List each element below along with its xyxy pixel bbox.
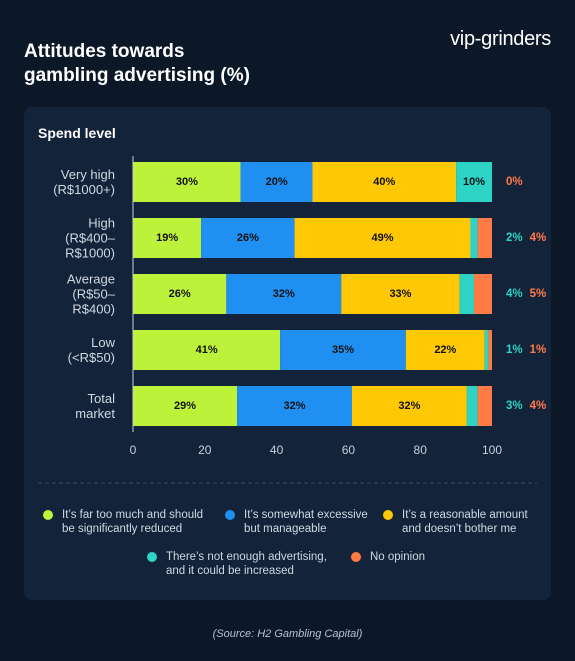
- bar-segment: [484, 330, 489, 370]
- bar-label: 32%: [284, 400, 306, 412]
- outside-label: 5%: [530, 288, 547, 300]
- bar-segment: [405, 330, 485, 370]
- bar-segment: [312, 162, 457, 202]
- bar-label: 26%: [169, 288, 191, 300]
- bar-segment: [456, 162, 492, 202]
- outside-label: 1%: [530, 344, 547, 356]
- legend-label: It’s a reasonable amount and doesn’t bot…: [402, 509, 528, 535]
- x-tick-label: 0: [130, 443, 137, 457]
- bar-segment: [280, 330, 406, 370]
- x-tick-label: 80: [414, 443, 428, 457]
- bar-label: 32%: [398, 400, 420, 412]
- x-tick-label: 100: [482, 443, 502, 457]
- legend-marker: [147, 552, 157, 562]
- category-label: Average (R$50– R$400): [66, 271, 115, 317]
- x-tick-label: 40: [270, 443, 284, 457]
- outside-label: 4%: [506, 288, 523, 300]
- bar-segment: [459, 274, 475, 314]
- outside-label: 1%: [506, 344, 523, 356]
- bar-segment: [470, 218, 478, 258]
- bar-label: 30%: [176, 176, 198, 188]
- bar-segment: [133, 386, 238, 426]
- bar-segment: [133, 330, 281, 370]
- bar-label: 10%: [463, 176, 485, 188]
- bar-segment: [133, 162, 241, 202]
- legend-marker: [225, 510, 235, 520]
- bar-segment: [294, 218, 471, 258]
- source-note: (Source: H2 Gambling Capital): [212, 628, 363, 640]
- bar-label: 19%: [156, 232, 178, 244]
- bar-segment: [226, 274, 342, 314]
- legend-label: No opinion: [370, 551, 425, 563]
- chart-subtitle: Spend level: [38, 125, 116, 141]
- outside-label: 4%: [530, 400, 547, 412]
- category-label: Total market: [75, 391, 115, 421]
- bar-label: 41%: [196, 344, 218, 356]
- bar-segment: [133, 274, 227, 314]
- x-tick-label: 20: [198, 443, 212, 457]
- bar-segment: [477, 386, 492, 426]
- legend-marker: [351, 552, 361, 562]
- bar-label: 22%: [434, 344, 456, 356]
- bar-segment: [488, 330, 492, 370]
- bar-segment: [477, 218, 492, 258]
- x-tick-label: 60: [342, 443, 356, 457]
- category-label: High (R$400– R$1000): [65, 215, 115, 261]
- bar-label: 29%: [174, 400, 196, 412]
- bar-label: 35%: [332, 344, 354, 356]
- category-label: Low (<R$50): [67, 335, 115, 365]
- bar-segment: [474, 274, 492, 314]
- legend-label: It’s somewhat excessive but manageable: [244, 509, 368, 535]
- legend-label: It’s far too much and should be signific…: [62, 509, 204, 535]
- bar-segment: [240, 162, 313, 202]
- legend-label: There’s not enough advertising, and it c…: [166, 551, 327, 577]
- legend-marker: [383, 510, 393, 520]
- bar-label: 26%: [237, 232, 259, 244]
- chart-title: Attitudes towards gambling advertising (…: [24, 41, 250, 86]
- legend-marker: [43, 510, 53, 520]
- category-label: Very high (R$1000+): [53, 167, 115, 197]
- bar-label: 20%: [266, 176, 288, 188]
- outside-label: 2%: [506, 232, 523, 244]
- bar-segment: [351, 386, 467, 426]
- bar-label: 49%: [371, 232, 393, 244]
- outside-label: 3%: [506, 400, 523, 412]
- bar-label: 32%: [273, 288, 295, 300]
- bar-label: 40%: [373, 176, 395, 188]
- bar-label: 33%: [389, 288, 411, 300]
- brand-logo: vip-grinders: [450, 28, 551, 50]
- bar-segment: [133, 218, 202, 258]
- outside-label: 0%: [506, 176, 523, 188]
- outside-label: 4%: [530, 232, 547, 244]
- bar-segment: [201, 218, 295, 258]
- bar-segment: [466, 386, 478, 426]
- bar-segment: [341, 274, 460, 314]
- bar-segment: [237, 386, 352, 426]
